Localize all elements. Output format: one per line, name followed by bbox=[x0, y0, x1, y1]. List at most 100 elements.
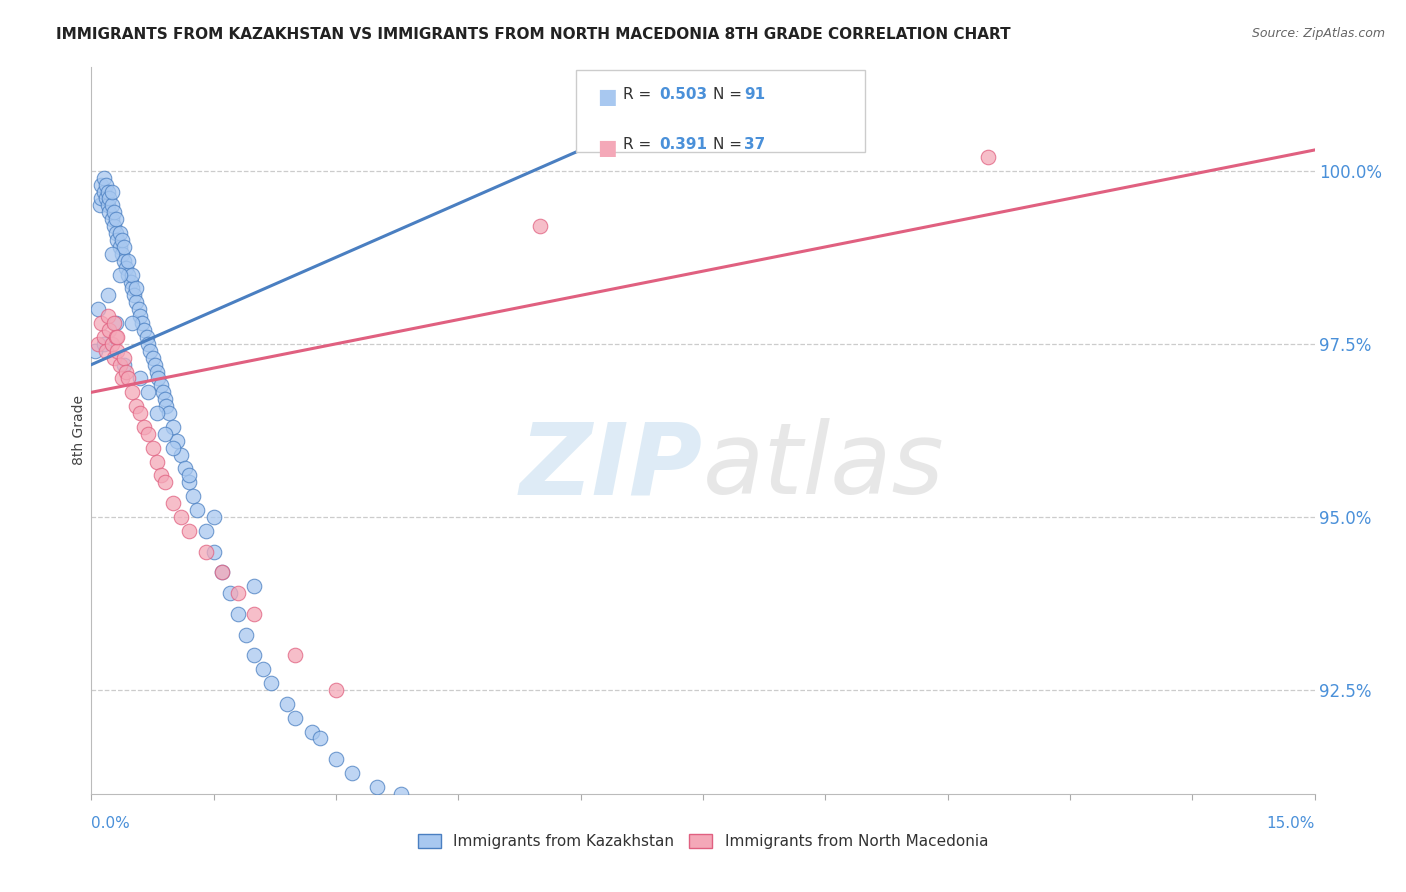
Text: ■: ■ bbox=[598, 138, 617, 158]
Point bbox=[301, 724, 323, 739]
Point bbox=[366, 780, 388, 794]
Point bbox=[122, 288, 145, 302]
Point bbox=[162, 496, 184, 510]
Point bbox=[138, 426, 160, 441]
Point bbox=[107, 343, 129, 358]
Point bbox=[104, 226, 127, 240]
Point bbox=[111, 233, 134, 247]
Point bbox=[93, 336, 115, 351]
Point bbox=[183, 489, 205, 503]
Point bbox=[211, 566, 233, 580]
Point bbox=[97, 198, 120, 212]
Legend: Immigrants from Kazakhstan, Immigrants from North Macedonia: Immigrants from Kazakhstan, Immigrants f… bbox=[412, 828, 994, 855]
Point bbox=[138, 336, 160, 351]
Point bbox=[284, 711, 307, 725]
Point bbox=[179, 475, 201, 490]
Point bbox=[243, 607, 266, 621]
Point bbox=[94, 191, 117, 205]
Point bbox=[186, 503, 208, 517]
Point bbox=[202, 544, 225, 558]
Point bbox=[308, 731, 330, 746]
Point bbox=[162, 420, 184, 434]
Text: N =: N = bbox=[713, 87, 747, 102]
Point bbox=[260, 676, 283, 690]
Point bbox=[202, 510, 225, 524]
Point bbox=[342, 766, 364, 780]
Text: 0.391: 0.391 bbox=[659, 137, 707, 153]
Point bbox=[107, 330, 129, 344]
Point bbox=[89, 198, 111, 212]
Point bbox=[129, 406, 152, 420]
Point bbox=[135, 330, 157, 344]
Point bbox=[107, 233, 129, 247]
Point bbox=[112, 351, 135, 365]
Point bbox=[276, 697, 298, 711]
Point bbox=[143, 358, 166, 372]
Point bbox=[211, 566, 233, 580]
Point bbox=[125, 281, 148, 295]
Point bbox=[153, 392, 176, 407]
Point bbox=[157, 406, 180, 420]
Point bbox=[529, 219, 551, 234]
Point bbox=[111, 371, 134, 385]
Point bbox=[90, 316, 112, 330]
Point bbox=[149, 468, 172, 483]
Point bbox=[108, 240, 131, 254]
Point bbox=[134, 323, 156, 337]
Point bbox=[149, 378, 172, 392]
Point bbox=[121, 268, 143, 282]
Text: 91: 91 bbox=[744, 87, 765, 102]
Point bbox=[101, 198, 124, 212]
Point bbox=[112, 240, 135, 254]
Point bbox=[128, 302, 150, 317]
Point bbox=[94, 343, 117, 358]
Y-axis label: 8th Grade: 8th Grade bbox=[72, 395, 86, 466]
Point bbox=[84, 343, 107, 358]
Text: ZIP: ZIP bbox=[520, 418, 703, 516]
Point bbox=[252, 662, 274, 676]
Point bbox=[93, 330, 115, 344]
Point bbox=[145, 365, 167, 379]
Text: Source: ZipAtlas.com: Source: ZipAtlas.com bbox=[1251, 27, 1385, 40]
Point bbox=[101, 185, 124, 199]
Point bbox=[226, 586, 249, 600]
Point bbox=[152, 385, 174, 400]
Text: IMMIGRANTS FROM KAZAKHSTAN VS IMMIGRANTS FROM NORTH MACEDONIA 8TH GRADE CORRELAT: IMMIGRANTS FROM KAZAKHSTAN VS IMMIGRANTS… bbox=[56, 27, 1011, 42]
Point bbox=[125, 399, 148, 413]
Point bbox=[98, 191, 121, 205]
Point bbox=[87, 302, 110, 317]
Point bbox=[121, 281, 143, 295]
Point bbox=[103, 205, 125, 219]
Point bbox=[121, 385, 143, 400]
Point bbox=[141, 351, 163, 365]
Point bbox=[108, 358, 131, 372]
Text: 0.0%: 0.0% bbox=[91, 816, 131, 831]
Point bbox=[97, 185, 120, 199]
Point bbox=[120, 275, 142, 289]
Point bbox=[179, 524, 201, 538]
Text: 0.503: 0.503 bbox=[659, 87, 707, 102]
Point bbox=[243, 648, 266, 663]
Point bbox=[87, 336, 110, 351]
Point bbox=[153, 426, 176, 441]
Point bbox=[101, 212, 124, 227]
Point bbox=[117, 268, 139, 282]
Point bbox=[125, 295, 148, 310]
Point bbox=[325, 752, 347, 766]
Point bbox=[129, 371, 152, 385]
Point bbox=[108, 226, 131, 240]
Point bbox=[108, 268, 131, 282]
Text: N =: N = bbox=[713, 137, 747, 153]
Point bbox=[139, 343, 162, 358]
Point bbox=[117, 253, 139, 268]
Point bbox=[145, 454, 167, 468]
Point bbox=[90, 178, 112, 192]
Point bbox=[170, 510, 193, 524]
Point bbox=[235, 627, 257, 641]
Point bbox=[101, 336, 124, 351]
Point bbox=[243, 579, 266, 593]
Point bbox=[226, 607, 249, 621]
Point bbox=[117, 371, 139, 385]
Point bbox=[104, 212, 127, 227]
Point bbox=[98, 205, 121, 219]
